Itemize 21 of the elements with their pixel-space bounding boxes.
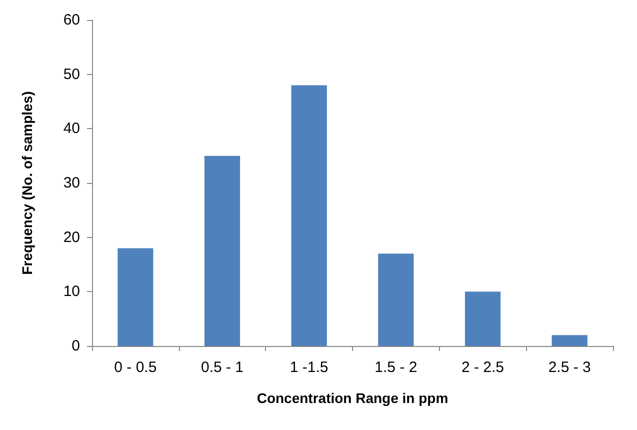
x-tick-label: 1 -1.5	[290, 359, 328, 376]
x-tick-label: 1.5 - 2	[374, 359, 418, 376]
bar	[552, 335, 588, 346]
x-tick-label: 0 - 0.5	[114, 359, 157, 376]
y-tick-label: 10	[63, 283, 80, 300]
y-tick-label: 50	[63, 66, 80, 83]
y-tick-label: 60	[63, 12, 80, 28]
x-axis-title: Concentration Range in ppm	[256, 390, 448, 406]
bar	[291, 85, 327, 346]
y-tick-label: 20	[63, 228, 80, 246]
bar	[204, 156, 240, 346]
bar	[378, 254, 414, 346]
x-tick-label: 0.5 - 1	[200, 359, 244, 376]
y-tick-label: 30	[63, 174, 80, 192]
y-axis-title: Frequency (No. of samples)	[19, 91, 35, 275]
bar	[118, 248, 154, 346]
x-tick-label: 2 - 2.5	[461, 359, 504, 376]
y-tick-label: 40	[63, 120, 80, 138]
bar	[464, 292, 501, 346]
y-tick-label: 0	[72, 338, 80, 354]
x-tick-label: 2.5 - 3	[548, 359, 591, 376]
